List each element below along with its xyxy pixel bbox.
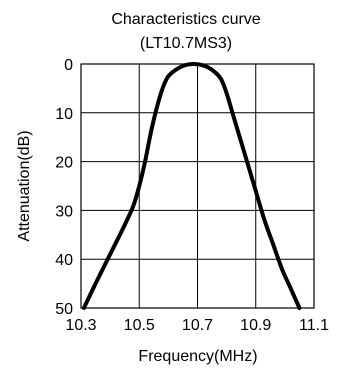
x-tick-label: 10.3 [65,317,96,334]
y-tick-label: 20 [55,155,73,172]
y-tick-label: 40 [55,252,73,269]
x-tick-label: 10.9 [240,317,271,334]
y-axis-label: Attenuation(dB) [16,130,33,241]
chart-title: Characteristics curve [111,11,260,28]
y-tick-label: 30 [55,203,73,220]
y-gridlines [81,112,314,260]
y-tick-label: 50 [55,301,73,318]
x-tick-label: 11.1 [299,317,329,334]
y-tick-label: 0 [64,57,73,74]
y-tick-label: 10 [55,106,73,123]
x-tick-label: 10.7 [182,317,213,334]
x-tick-label: 10.5 [124,317,155,334]
attenuation-curve [81,61,302,310]
x-axis-label: Frequency(MHz) [138,348,257,365]
chart-subtitle: (LT10.7MS3) [140,35,232,52]
y-tick-labels: 0 10 20 30 40 50 [55,57,73,318]
x-tick-labels: 10.3 10.5 10.7 10.9 11.1 [65,317,329,334]
